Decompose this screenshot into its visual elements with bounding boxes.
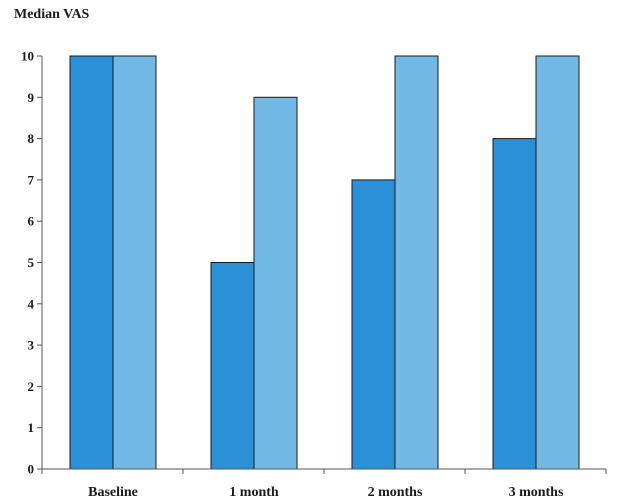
y-tick-label-10: 10 (21, 49, 34, 64)
bar-4-series-1 (492, 138, 537, 470)
y-tick-label-6: 6 (28, 214, 35, 229)
plot-area: 0 1 2 3 4 5 6 7 8 9 10 Baseline 1 month 2 months 3 mon… (21, 49, 607, 500)
x-tick-label-3: 2 months (368, 485, 423, 500)
y-tick-label-7: 7 (28, 172, 35, 187)
y-tick-label-0: 0 (28, 462, 35, 477)
bar-3-series-1 (351, 179, 396, 470)
bar-2-series-2 (253, 96, 298, 470)
x-tick-label-2: 1 month (229, 485, 279, 500)
y-tick-label-1: 1 (28, 420, 35, 435)
y-tick-label-3: 3 (28, 338, 35, 353)
x-tick-label-4: 3 months (509, 485, 564, 500)
y-tick-label-2: 2 (28, 379, 35, 394)
bar-1-series-1 (69, 55, 114, 470)
y-tick-label-4: 4 (28, 296, 35, 311)
bar-3-series-2 (394, 55, 439, 470)
x-tick-label-1: Baseline (88, 485, 138, 500)
y-tick-label-9: 9 (28, 90, 35, 105)
bar-2-series-1 (210, 262, 255, 470)
bar-1-series-2 (112, 55, 157, 470)
bar-4-series-2 (535, 55, 580, 470)
y-tick-label-5: 5 (28, 255, 35, 270)
y-tick-label-8: 8 (28, 131, 35, 146)
y-axis-label: Median VAS (14, 7, 90, 22)
